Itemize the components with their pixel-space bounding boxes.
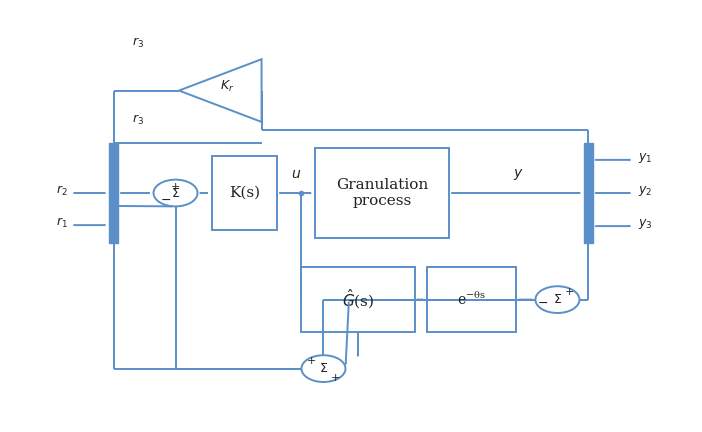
Text: +: + (331, 373, 340, 383)
Text: $\mathregular{e^{-\theta s}}$: $\mathregular{e^{-\theta s}}$ (457, 291, 486, 308)
FancyBboxPatch shape (315, 148, 449, 238)
Text: $r_2$: $r_2$ (56, 184, 68, 198)
Text: +: + (307, 356, 316, 365)
Text: −: − (538, 297, 548, 310)
FancyBboxPatch shape (109, 143, 118, 243)
Text: $r_3$: $r_3$ (132, 113, 144, 127)
Text: $y_2$: $y_2$ (637, 184, 652, 198)
FancyBboxPatch shape (301, 267, 415, 332)
Text: +: + (171, 182, 180, 192)
FancyBboxPatch shape (584, 143, 593, 243)
Text: Granulation
process: Granulation process (336, 178, 428, 208)
FancyBboxPatch shape (212, 156, 277, 229)
Text: $\Sigma$: $\Sigma$ (319, 362, 328, 375)
Text: +: + (565, 286, 574, 297)
Text: $K_r$: $K_r$ (220, 79, 234, 94)
FancyBboxPatch shape (427, 267, 516, 332)
Text: $\Sigma$: $\Sigma$ (553, 293, 562, 306)
Text: $y$: $y$ (513, 167, 524, 182)
Text: −: − (160, 194, 171, 207)
Text: $r_3$: $r_3$ (132, 35, 144, 50)
Text: $\Sigma$: $\Sigma$ (171, 187, 180, 200)
Text: $y_3$: $y_3$ (637, 217, 652, 232)
Text: Σ: Σ (171, 187, 180, 200)
Text: $r_1$: $r_1$ (56, 216, 68, 230)
Text: $u$: $u$ (291, 167, 301, 181)
Text: $y_1$: $y_1$ (637, 151, 652, 165)
Text: K(s): K(s) (229, 186, 260, 200)
Text: $\hat{G}$(s): $\hat{G}$(s) (342, 288, 374, 311)
